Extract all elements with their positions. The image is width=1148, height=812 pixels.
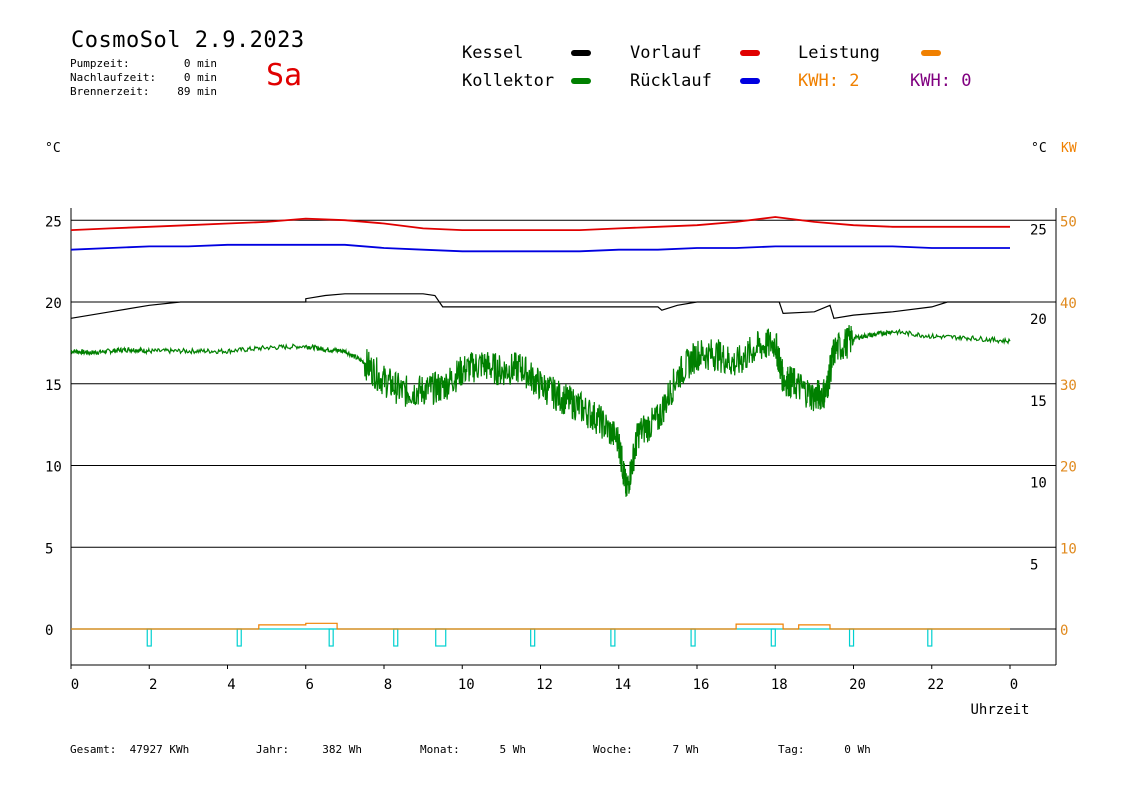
x-tick-label-10: 20 (849, 677, 866, 693)
legend-kwh1: KWH: 2 (798, 71, 860, 91)
y-tick-right-c-20: 20 (1030, 312, 1047, 328)
x-tick-label-9: 18 (771, 677, 788, 693)
legend-vorlauf-swatch (740, 50, 760, 56)
series-line-kessel (70, 293, 1010, 319)
y-tick-right-kw-50: 50 (1060, 214, 1077, 230)
series-line-vorlauf (70, 216, 1010, 232)
y-tick-right-kw-10: 10 (1060, 541, 1077, 557)
x-tick-label-0: 0 (71, 677, 79, 693)
stat-brennerzeit-value: 89 min (177, 85, 217, 98)
pump-pulse-9 (848, 628, 855, 647)
pump-pulse-5 (530, 628, 536, 647)
y-tick-left-0: 0 (45, 623, 53, 639)
x-tick-label-3: 6 (306, 677, 314, 693)
legend-kessel-swatch (571, 50, 591, 56)
x-tick-label-4: 8 (384, 677, 392, 693)
right-axis-unit-c: °C (1031, 141, 1047, 156)
legend-kwh2: KWH: 0 (910, 71, 972, 91)
legend-leistung-label: Leistung (798, 43, 880, 63)
pump-pulse-0 (146, 628, 152, 647)
pump-pulse-10 (927, 628, 933, 647)
right-axis-unit-kw: KW (1061, 141, 1077, 156)
stat-pumpzeit: Pumpzeit: (70, 57, 130, 70)
legend-leistung-swatch (921, 50, 941, 56)
y-tick-right-c-10: 10 (1030, 476, 1047, 492)
footer-gesamt: Gesamt: 47927 KWh (70, 743, 190, 756)
y-tick-left-20: 20 (45, 296, 62, 312)
pump-pulse-2 (328, 628, 334, 647)
series-line-leistung (71, 622, 1010, 630)
legend-kollektor-label: Kollektor (462, 71, 555, 91)
y-tick-right-kw-20: 20 (1060, 460, 1077, 476)
x-tick-label-12: 0 (1010, 677, 1018, 693)
stat-nachlaufzeit: Nachlaufzeit: (70, 71, 157, 84)
y-tick-right-c-5: 5 (1030, 557, 1038, 573)
stat-nachlaufzeit-value: 0 min (183, 71, 217, 84)
pump-pulse-3 (393, 628, 399, 647)
pump-pulse-7 (690, 628, 696, 647)
y-tick-right-kw-0: 0 (1060, 623, 1068, 639)
legend-kessel-label: Kessel (462, 43, 524, 63)
pump-pulse-8 (770, 628, 776, 647)
weekday-label: Sa (266, 58, 303, 93)
y-tick-right-kw-40: 40 (1060, 296, 1077, 312)
y-tick-right-c-25: 25 (1030, 222, 1047, 238)
series-line-kollektor (70, 325, 1011, 497)
x-axis-label: Uhrzeit (970, 702, 1029, 718)
y-tick-right-c-15: 15 (1030, 394, 1047, 410)
x-tick-label-6: 12 (536, 677, 553, 693)
footer-woche: Woche: 7 Wh (593, 743, 699, 756)
pump-pulse-6 (610, 628, 616, 647)
x-tick-label-7: 14 (614, 677, 631, 693)
legend-ruecklauf-label: Rücklauf (630, 71, 712, 91)
footer-tag: Tag: 0 Wh (778, 743, 871, 756)
y-tick-left-25: 25 (45, 214, 62, 230)
y-tick-right-kw-30: 30 (1060, 378, 1077, 394)
x-tick-label-2: 4 (227, 677, 235, 693)
x-tick-label-5: 10 (458, 677, 475, 693)
footer-monat: Monat: 5 Wh (420, 743, 526, 756)
left-axis-unit: °C (45, 141, 61, 156)
page-title: CosmoSol 2.9.2023 (71, 28, 305, 53)
series-line-rücklauf (70, 243, 1010, 253)
legend-ruecklauf-swatch (740, 78, 760, 84)
x-tick-label-1: 2 (149, 677, 157, 693)
legend-kollektor-swatch (571, 78, 591, 84)
pump-pulse-4 (435, 628, 447, 647)
footer-jahr: Jahr: 382 Wh (256, 743, 362, 756)
y-tick-left-15: 15 (45, 378, 62, 394)
pump-pulse-1 (236, 628, 242, 647)
x-tick-label-11: 22 (927, 677, 944, 693)
y-tick-left-5: 5 (45, 541, 53, 557)
legend-vorlauf-label: Vorlauf (630, 43, 702, 63)
stat-pumpzeit-value: 0 min (183, 57, 217, 70)
y-tick-left-10: 10 (45, 460, 62, 476)
stat-brennerzeit: Brennerzeit: (70, 85, 150, 98)
x-tick-label-8: 16 (693, 677, 710, 693)
